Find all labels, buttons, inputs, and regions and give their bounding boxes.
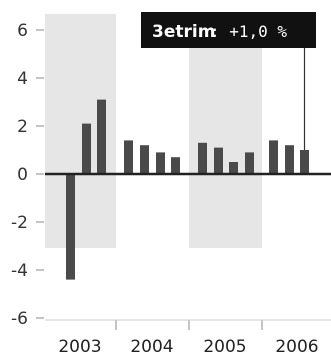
bar-2006-q1[interactable]	[269, 140, 278, 174]
bar-2005-q4[interactable]	[245, 152, 254, 174]
bar-series	[66, 99, 309, 280]
y-tick-label: -6	[11, 309, 28, 329]
y-tick-label: 4	[17, 69, 28, 89]
tooltip-label: 3etrim	[152, 22, 215, 42]
year-label-2006: 2006	[275, 337, 318, 357]
year-label-2005: 2005	[203, 337, 246, 357]
bar-2004-q4[interactable]	[171, 157, 180, 174]
bar-2005-q1[interactable]	[198, 142, 207, 174]
tooltip-box	[141, 12, 316, 48]
y-tick-label: 6	[17, 21, 28, 41]
bar-2003-q1[interactable]	[66, 174, 75, 280]
y-tick-label: -4	[11, 261, 28, 281]
year-label-2003: 2003	[58, 337, 101, 357]
bar-2005-q3[interactable]	[229, 162, 238, 174]
bar-2004-q1[interactable]	[124, 140, 133, 174]
y-tick-label: 0	[17, 165, 28, 185]
y-tick-label: -2	[11, 213, 28, 233]
bar-2006-q3[interactable]	[300, 150, 309, 174]
bar-2006-q2[interactable]	[285, 145, 294, 174]
tooltip-value: : +1,0 %	[210, 22, 287, 41]
bar-2004-q3[interactable]	[156, 152, 165, 174]
year-band-2005	[189, 14, 262, 248]
year-label-2004: 2004	[130, 337, 173, 357]
bar-2003-q2[interactable]	[82, 123, 91, 174]
y-axis: 6 4 2 0 -2 -4 -6	[11, 21, 44, 329]
year-bands	[45, 14, 262, 248]
y-tick-label: 2	[17, 117, 28, 137]
x-axis: 2003 2004 2005 2006	[45, 319, 331, 357]
bar-2003-q3[interactable]	[97, 99, 106, 174]
bar-2005-q2[interactable]	[214, 147, 223, 174]
bar-2004-q2[interactable]	[140, 145, 149, 174]
value-tooltip: 3etrim : +1,0 %	[141, 12, 316, 150]
